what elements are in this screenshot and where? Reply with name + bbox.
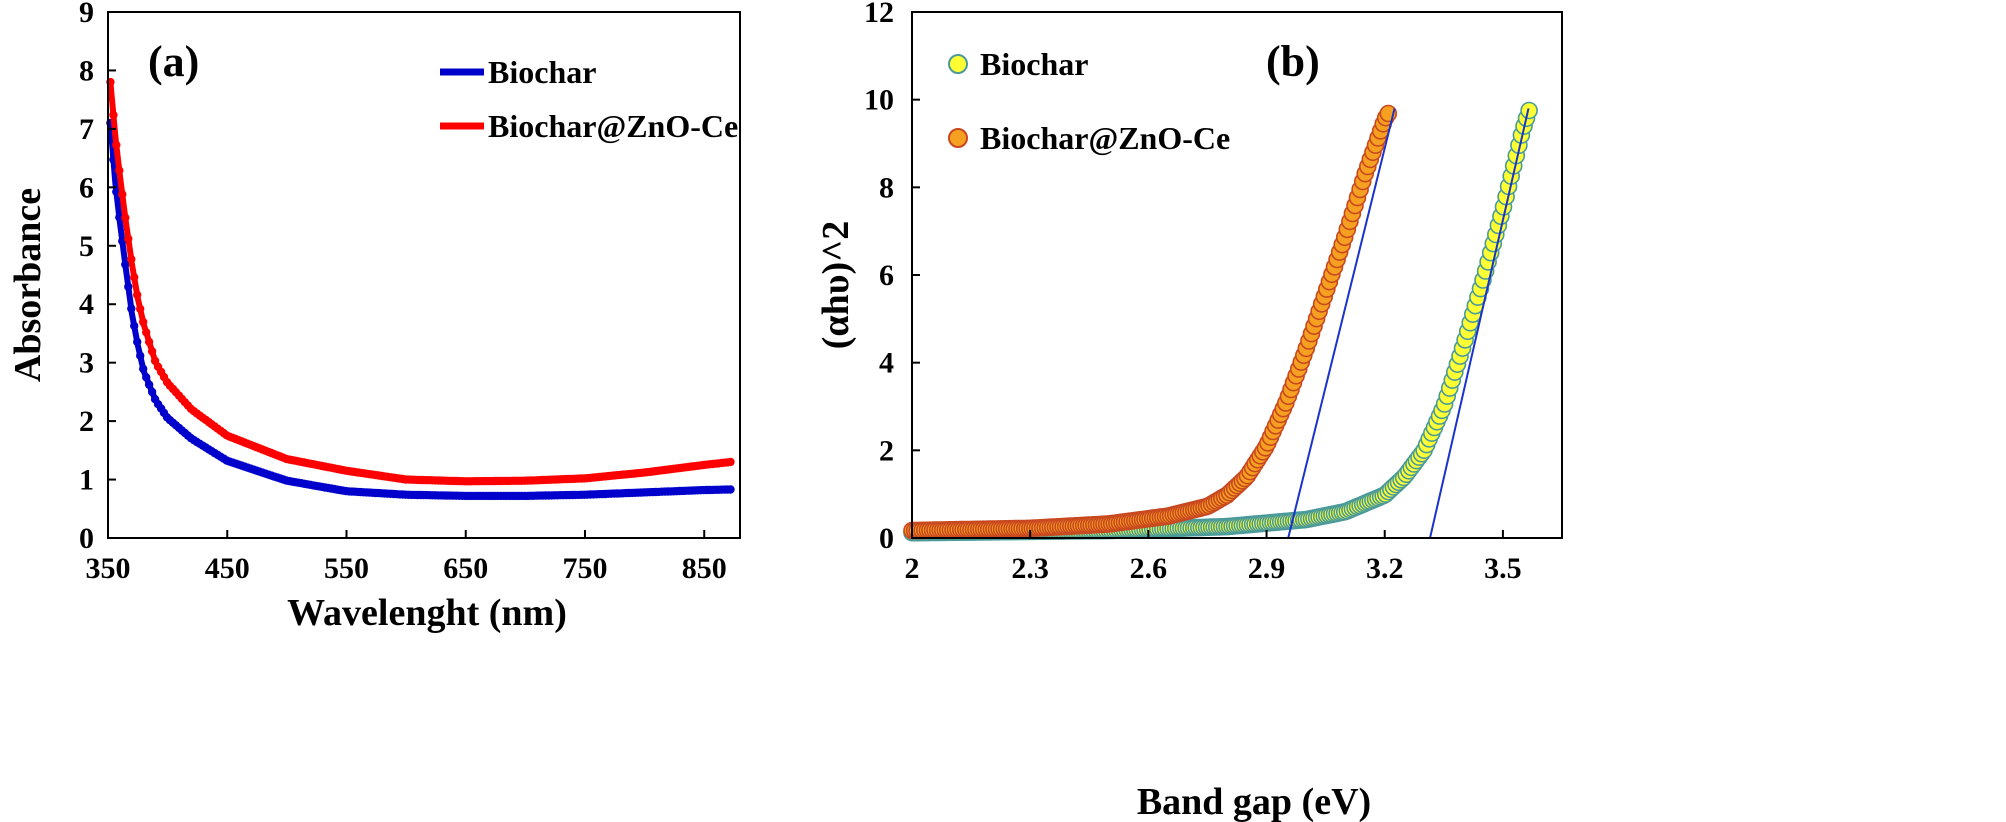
panel-a-x-tick-label: 350 <box>86 552 131 585</box>
panel-a-x-tick-label: 550 <box>324 552 369 585</box>
panel-b-x-tick-label: 3.5 <box>1484 552 1522 585</box>
data-point-biochar-zno-ce <box>726 457 735 467</box>
data-point-biochar-zno-ce <box>127 255 136 264</box>
panel-a-x-axis-title: Wavelenght (nm) <box>287 592 567 634</box>
panel-a-y-tick-label: 7 <box>79 113 94 146</box>
data-point-biochar <box>127 304 136 313</box>
panel-a-y-tick-label: 6 <box>79 171 94 204</box>
data-point-biochar-zno-ce <box>121 213 130 222</box>
panel-a-y-tick-label: 9 <box>79 0 94 29</box>
panel-a-y-tick-label: 1 <box>79 464 94 497</box>
data-point-biochar-zno-ce <box>147 347 157 356</box>
data-point-biochar <box>144 380 154 389</box>
panel-b-y-tick-label: 6 <box>879 259 894 292</box>
panel-b-plot-frame <box>911 11 1563 539</box>
data-point-biochar-zno-ce <box>115 166 124 175</box>
panel-a-data-marks <box>106 77 735 501</box>
panel-a-x-tick-label: 750 <box>562 552 607 585</box>
panel-a-x-tick-label: 450 <box>205 552 250 585</box>
panel-b-y-tick-label: 4 <box>879 347 894 380</box>
panel-a-plot-frame <box>107 11 741 539</box>
data-point-biochar-zno-ce <box>124 234 133 243</box>
data-point-biochar <box>726 485 735 494</box>
data-point-biochar-zno-ce <box>142 328 151 337</box>
legend-label-biochar-zno-ce: Biochar@ZnO-Ce <box>488 108 738 144</box>
panel-b-x-tick-label: 3.2 <box>1366 552 1404 585</box>
panel-b-x-tick-label: 2.9 <box>1248 552 1286 585</box>
panel-a-ticks: 350 450 550 650 750 850 0 1 2 3 4 5 6 7 8 9 <box>79 0 727 585</box>
panel-b-y-tick-label: 8 <box>879 171 894 204</box>
panel-b-x-axis-title: Band gap (eV) <box>1137 781 1371 822</box>
data-point-biochar <box>142 373 151 382</box>
data-point-biochar-zno-ce <box>133 290 142 300</box>
legend-label-biochar-zno-ce: Biochar@ZnO-Ce <box>980 120 1230 156</box>
legend-marker-biochar-zno-ce <box>948 128 968 148</box>
panel-a-y-tick-label: 0 <box>79 522 94 555</box>
panel-b-data-marks <box>903 101 1538 542</box>
legend-label-biochar: Biochar <box>980 46 1088 82</box>
panel-a-y-axis-title: Absorbance <box>7 188 49 382</box>
fit-line-biochar-zno-ce <box>1287 108 1396 539</box>
panel-b-x-tick-label: 2.3 <box>1011 552 1049 585</box>
panel-a-y-tick-label: 8 <box>79 54 94 87</box>
panel-a: 350 450 550 650 750 850 0 1 2 3 4 5 6 7 8 9 (a) Wavelen… <box>7 0 741 634</box>
data-point-biochar-zno-ce <box>144 337 154 346</box>
data-point-biochar <box>136 351 145 360</box>
panel-b-y-tick-label: 12 <box>864 0 894 29</box>
data-point-biochar <box>121 260 130 269</box>
panel-a-x-tick-label: 850 <box>682 552 727 585</box>
panel-b-label: (b) <box>1266 37 1320 86</box>
panel-b-y-tick-label: 10 <box>864 84 894 117</box>
panel-a-y-tick-label: 4 <box>79 288 94 321</box>
panel-b-y-tick-label: 2 <box>879 434 894 467</box>
panel-a-x-tick-label: 650 <box>443 552 488 585</box>
data-point-biochar-zno-ce <box>112 140 121 150</box>
data-point-biochar <box>124 282 133 291</box>
data-point-biochar-zno-ce <box>118 190 127 199</box>
panel-a-label: (a) <box>148 37 199 86</box>
data-point-biochar <box>130 321 139 330</box>
panel-a-y-tick-label: 2 <box>79 405 94 438</box>
panel-b-y-axis-title: (αhυ)^2 <box>815 221 857 349</box>
panel-b-x-tick-label: 2.6 <box>1130 552 1168 585</box>
data-point-biochar <box>115 213 124 222</box>
data-point-biochar <box>133 337 142 347</box>
panel-a-y-tick-label: 5 <box>79 230 94 263</box>
legend-label-biochar: Biochar <box>488 54 596 90</box>
panel-a-y-tick-label: 3 <box>79 347 94 380</box>
fit-line-biochar <box>1429 108 1530 539</box>
data-point-biochar-zno-ce <box>109 110 118 120</box>
panel-b-legend: Biochar Biochar@ZnO-Ce <box>948 46 1230 156</box>
panel-a-legend: Biochar Biochar@ZnO-Ce <box>440 54 738 144</box>
series-line-biochar <box>107 122 733 499</box>
panel-b-x-tick-label: 2 <box>905 552 920 585</box>
data-point-biochar <box>139 364 148 373</box>
panel-b-y-tick-label: 0 <box>879 522 894 555</box>
data-point-biochar <box>147 387 157 397</box>
data-point-biochar-zno-ce <box>130 273 139 282</box>
data-point-biochar-zno-ce <box>139 317 148 327</box>
legend-marker-biochar <box>948 54 968 74</box>
data-point-biochar <box>1520 101 1538 120</box>
data-point-biochar-zno-ce <box>136 304 145 314</box>
